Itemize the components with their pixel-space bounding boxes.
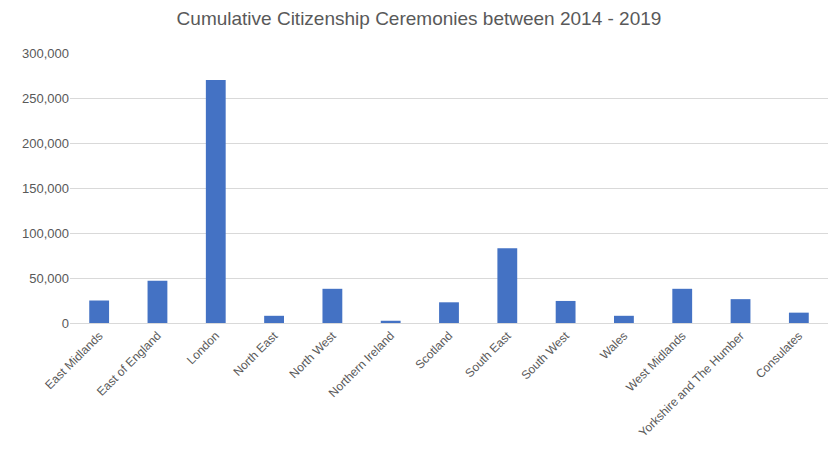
svg-text:South East: South East bbox=[462, 328, 514, 380]
svg-text:East Midlands: East Midlands bbox=[42, 329, 105, 392]
svg-text:50,000: 50,000 bbox=[29, 271, 69, 286]
svg-text:200,000: 200,000 bbox=[22, 136, 69, 151]
svg-text:150,000: 150,000 bbox=[22, 181, 69, 196]
svg-text:Consulates: Consulates bbox=[753, 329, 805, 381]
svg-text:Cumulative Citizenship Ceremon: Cumulative Citizenship Ceremonies betwee… bbox=[177, 8, 662, 29]
svg-text:300,000: 300,000 bbox=[22, 46, 69, 61]
svg-text:London: London bbox=[184, 329, 222, 367]
svg-text:South West: South West bbox=[518, 328, 572, 382]
svg-text:Northern Ireland: Northern Ireland bbox=[326, 329, 397, 400]
svg-text:0: 0 bbox=[62, 316, 69, 331]
svg-text:Yorkshire and The Humber: Yorkshire and The Humber bbox=[636, 329, 747, 440]
svg-text:Scotland: Scotland bbox=[412, 329, 455, 372]
svg-text:North West: North West bbox=[287, 328, 340, 381]
svg-text:Wales: Wales bbox=[597, 329, 630, 362]
svg-text:West Midlands: West Midlands bbox=[623, 329, 688, 394]
svg-text:100,000: 100,000 bbox=[22, 226, 69, 241]
svg-text:250,000: 250,000 bbox=[22, 91, 69, 106]
svg-text:North East: North East bbox=[230, 328, 280, 378]
svg-text:East of England: East of England bbox=[94, 329, 164, 399]
